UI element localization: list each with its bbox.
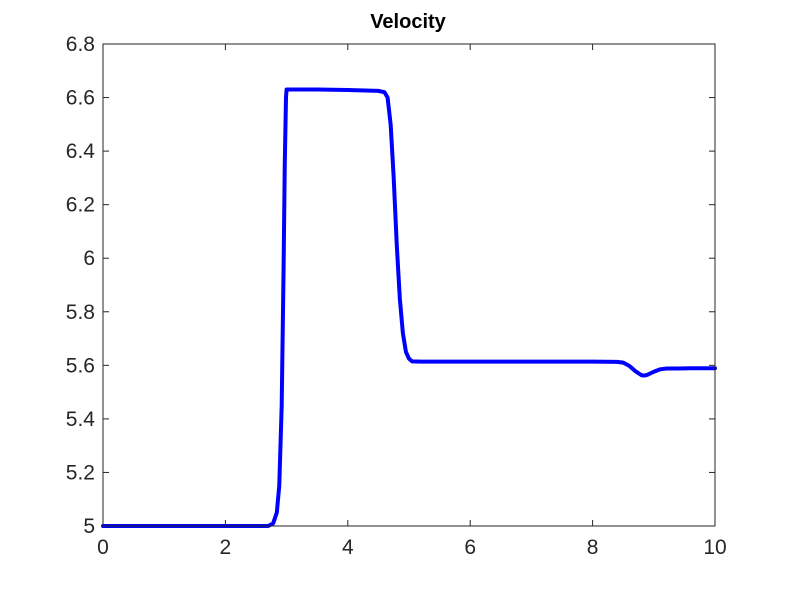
y-tick-label: 6 <box>83 247 95 270</box>
y-tick-label: 6.6 <box>66 87 95 110</box>
series-layer <box>101 87 717 528</box>
y-tick-label: 5.4 <box>66 408 96 431</box>
y-tick-label: 5 <box>83 515 95 538</box>
x-tick-label: 6 <box>464 536 476 559</box>
tick-layer: 0 2 4 6 8 10 5 5.2 5.4 5.6 5.8 6 6.2 6.4 6.6 6.8 <box>66 33 727 559</box>
y-tick-label: 6.8 <box>66 33 95 56</box>
y-tick-label: 5.8 <box>66 301 95 324</box>
chart-title: Velocity <box>370 11 446 33</box>
y-tick-label: 6.4 <box>66 140 96 163</box>
axes-box <box>102 43 716 527</box>
x-tick-label: 0 <box>97 536 109 559</box>
y-tick-label: 6.2 <box>66 194 95 217</box>
x-tick-label: 8 <box>587 536 599 559</box>
y-tick-label: 5.6 <box>66 354 95 377</box>
x-tick-label: 2 <box>220 536 232 559</box>
x-tick-label: 4 <box>342 536 354 559</box>
y-tick-label: 5.2 <box>66 461 95 484</box>
x-tick-label: 10 <box>703 536 726 559</box>
velocity-series-line <box>101 87 717 528</box>
